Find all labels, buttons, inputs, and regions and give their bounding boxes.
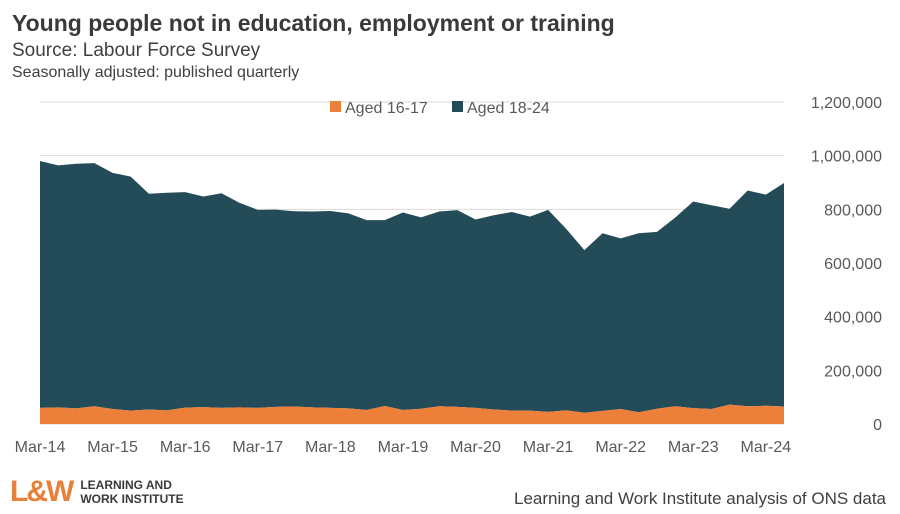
y-tick-label: 800,000	[824, 202, 882, 219]
logo-text: LEARNING AND WORK INSTITUTE	[80, 478, 183, 506]
legend-label-aged-16-17: Aged 16-17	[345, 100, 428, 117]
x-tick-label: Mar-23	[668, 439, 719, 456]
legend-swatch-aged-16-17	[330, 101, 341, 112]
y-tick-label: 200,000	[824, 363, 882, 380]
x-tick-label: Mar-18	[305, 439, 356, 456]
legend-label-aged-18-24: Aged 18-24	[467, 100, 550, 117]
area-chart: 0 200,000 400,000 600,000 800,000 1,000,000 1,…	[15, 95, 882, 456]
legend-swatch-aged-18-24	[452, 101, 463, 112]
y-axis-ticks: 0 200,000 400,000 600,000 800,000 1,000,000 1,…	[811, 95, 882, 434]
y-tick-label: 400,000	[824, 310, 882, 327]
x-tick-label: Mar-16	[160, 439, 211, 456]
chart-legend: Aged 16-17 Aged 18-24	[330, 100, 550, 117]
chart-title: Young people not in education, employmen…	[12, 10, 615, 36]
x-tick-label: Mar-24	[741, 439, 792, 456]
y-tick-label: 1,000,000	[811, 149, 882, 166]
area-aged-16-17	[40, 404, 784, 424]
x-axis-ticks: Mar-14 Mar-15 Mar-16 Mar-17 Mar-18 Mar-19 Mar-…	[15, 439, 792, 456]
x-tick-label: Mar-22	[595, 439, 646, 456]
logo-line-2: WORK INSTITUTE	[80, 492, 184, 506]
x-tick-label: Mar-19	[378, 439, 429, 456]
chart-subtitle: Source: Labour Force Survey	[12, 40, 261, 61]
lw-logo: L&W LEARNING AND WORK INSTITUTE	[10, 475, 184, 509]
logo-mark: L&W	[10, 475, 74, 508]
y-tick-label: 600,000	[824, 256, 882, 273]
y-tick-label: 0	[873, 417, 882, 434]
y-tick-label: 1,200,000	[811, 95, 882, 112]
x-tick-label: Mar-17	[232, 439, 283, 456]
area-aged-18-24	[40, 161, 784, 413]
logo-line-1: LEARNING AND	[80, 478, 172, 492]
chart-areas	[40, 161, 784, 424]
chart-subtitle-2: Seasonally adjusted: published quarterly	[12, 64, 300, 81]
chart-source-note: Learning and Work Institute analysis of …	[514, 489, 886, 508]
x-tick-label: Mar-20	[450, 439, 501, 456]
x-tick-label: Mar-15	[87, 439, 138, 456]
x-tick-label: Mar-21	[523, 439, 574, 456]
x-tick-label: Mar-14	[15, 439, 66, 456]
